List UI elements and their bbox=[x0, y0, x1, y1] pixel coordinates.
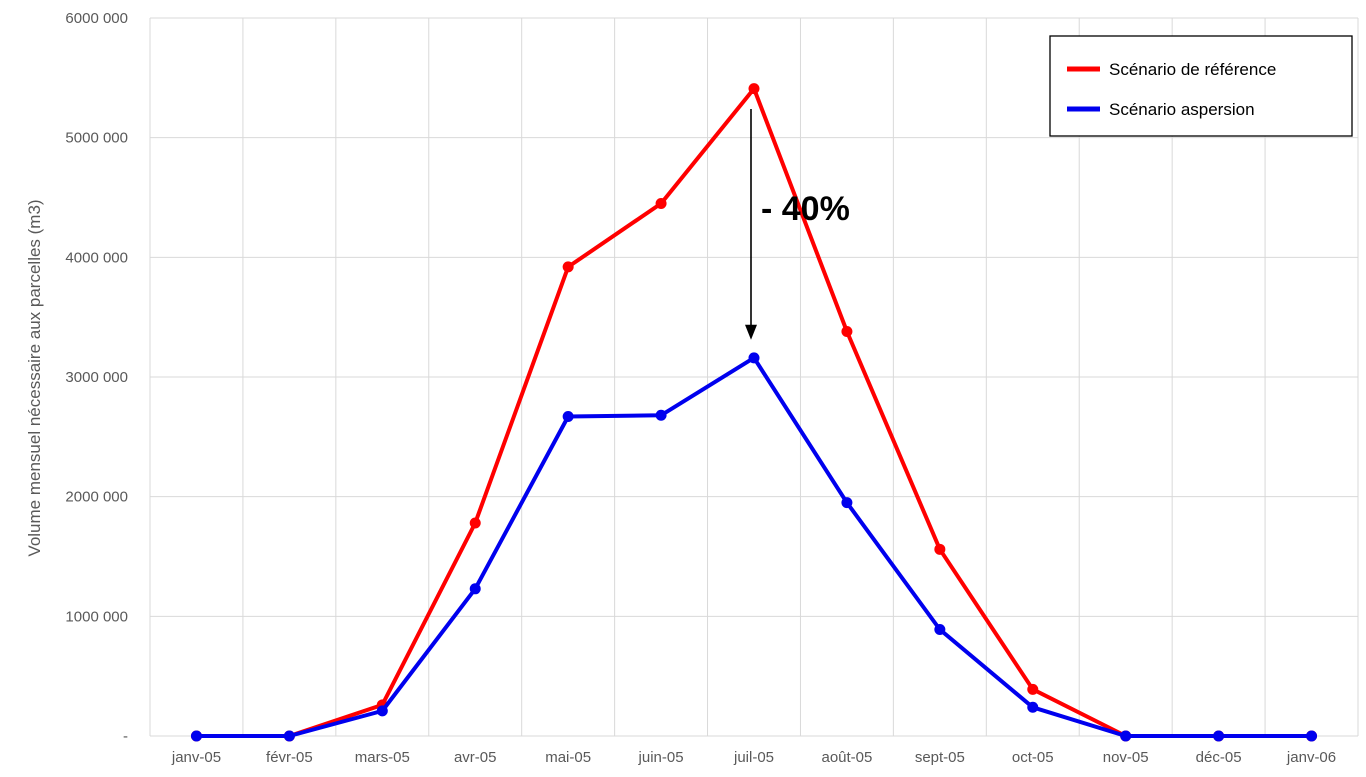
x-tick-label: déc-05 bbox=[1196, 749, 1242, 766]
y-tick-label: 2000 000 bbox=[65, 489, 128, 506]
data-point bbox=[1027, 683, 1039, 695]
data-point bbox=[1027, 701, 1039, 713]
y-tick-label: 5000 000 bbox=[65, 130, 128, 147]
data-point bbox=[562, 261, 574, 273]
x-tick-label: janv-05 bbox=[171, 749, 221, 766]
data-point bbox=[562, 410, 574, 422]
data-point bbox=[1120, 730, 1132, 742]
legend: Scénario de référence Scénario aspersion bbox=[1049, 35, 1353, 137]
data-point bbox=[934, 623, 946, 635]
series-lines bbox=[190, 83, 1318, 742]
data-point bbox=[283, 730, 295, 742]
x-tick-label: juil-05 bbox=[733, 749, 774, 766]
x-tick-label: août-05 bbox=[821, 749, 872, 766]
y-tick-label: 1000 000 bbox=[65, 608, 128, 625]
data-point bbox=[841, 326, 853, 338]
x-tick-label: janv-06 bbox=[1286, 749, 1336, 766]
x-tick-label: févr-05 bbox=[266, 749, 313, 766]
legend-box bbox=[1049, 35, 1353, 137]
x-tick-label: mars-05 bbox=[355, 749, 410, 766]
x-tick-label: avr-05 bbox=[454, 749, 497, 766]
data-point bbox=[748, 83, 760, 95]
annotation: - 40% bbox=[745, 108, 850, 340]
legend-label-aspersion: Scénario aspersion bbox=[1109, 100, 1255, 119]
data-point bbox=[376, 705, 388, 717]
legend-label-reference: Scénario de référence bbox=[1109, 60, 1276, 79]
x-tick-label: mai-05 bbox=[545, 749, 591, 766]
data-point bbox=[748, 352, 760, 364]
y-tick-label: 3000 000 bbox=[65, 369, 128, 386]
annotation-arrowhead bbox=[745, 324, 757, 340]
annotation-label: - 40% bbox=[761, 190, 850, 228]
data-point bbox=[655, 409, 667, 421]
data-point bbox=[655, 197, 667, 209]
data-point bbox=[841, 497, 853, 509]
gridlines bbox=[149, 17, 1359, 737]
x-tick-label: nov-05 bbox=[1103, 749, 1149, 766]
x-tick-label: sept-05 bbox=[915, 749, 965, 766]
y-tick-label: 6000 000 bbox=[65, 10, 128, 27]
y-axis-title: Volume mensuel nécessaire aux parcelles … bbox=[25, 199, 44, 556]
y-tick-label: 4000 000 bbox=[65, 249, 128, 266]
data-point bbox=[1213, 730, 1225, 742]
x-axis-ticks: janv-05 févr-05 mars-05 avr-05 mai-05 juin-05… bbox=[171, 749, 1336, 766]
x-tick-label: oct-05 bbox=[1012, 749, 1054, 766]
data-point bbox=[190, 730, 202, 742]
y-axis-ticks: - 1000 000 2000 000 3000 000 4000 000 5000 00… bbox=[65, 10, 128, 745]
y-tick-label: - bbox=[123, 728, 128, 745]
data-point bbox=[1306, 730, 1318, 742]
data-point bbox=[469, 517, 481, 529]
data-point bbox=[469, 583, 481, 595]
series-line-1 bbox=[194, 355, 1314, 738]
data-point bbox=[934, 543, 946, 555]
x-tick-label: juin-05 bbox=[638, 749, 684, 766]
series-line-0 bbox=[194, 86, 1314, 738]
